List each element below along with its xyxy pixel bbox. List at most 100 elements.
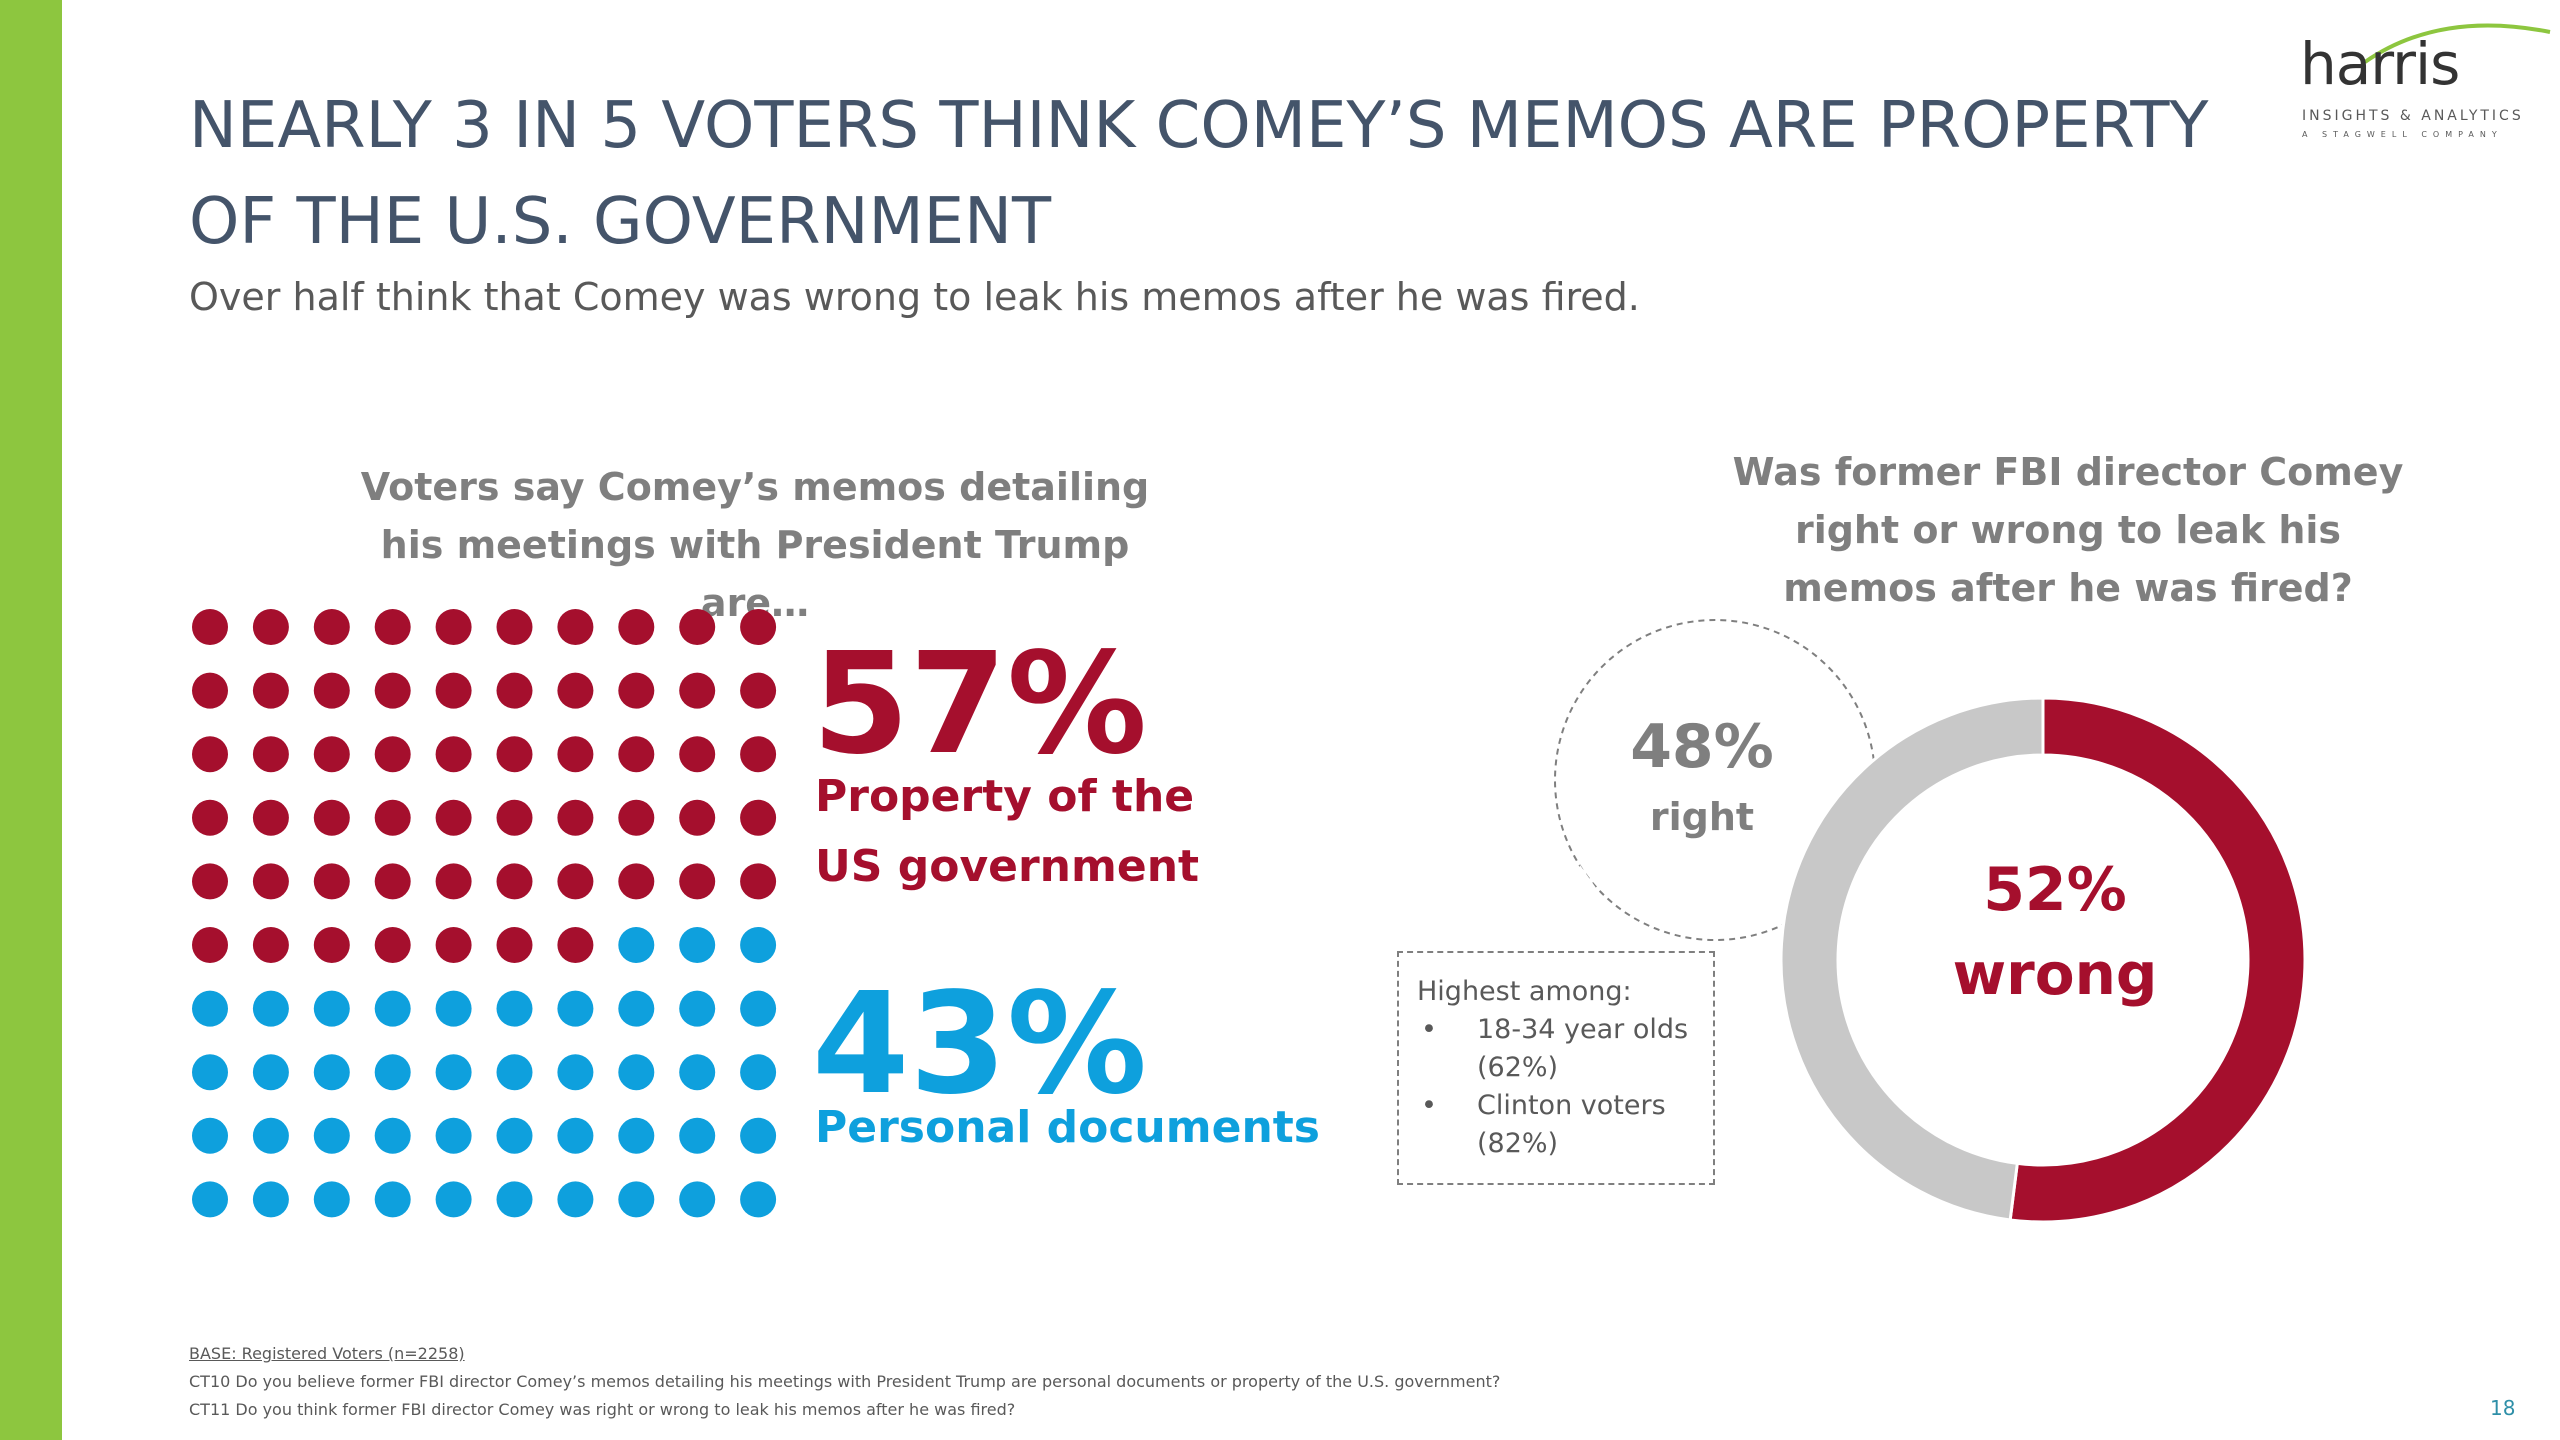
waffle-dot [435,799,472,836]
waffle-dot [252,1054,289,1091]
waffle-dot [496,672,533,709]
waffle-dot [740,927,777,963]
footnote-base: BASE: Registered Voters (n=2258) [189,1344,465,1363]
waffle-dot [435,672,472,709]
waffle-dot [374,863,411,900]
waffle-dot [192,990,228,1027]
waffle-dot [435,990,472,1027]
waffle-dot [435,927,472,963]
waffle-dot [496,927,533,963]
waffle-dot [618,1117,655,1154]
waffle-dot [618,799,655,836]
waffle-dot [557,736,594,773]
waffle-dot [313,1181,350,1218]
donut-title: Was former FBI director Comey right or w… [1732,450,2404,610]
waffle-dot [557,990,594,1027]
waffle-dot [435,609,472,645]
waffle-dot [740,990,777,1027]
waffle-dot [557,1054,594,1091]
waffle-dot [679,799,716,836]
waffle-dot [435,736,472,773]
waffle-dot [192,1054,228,1091]
slide-subtitle: Over half think that Comey was wrong to … [189,275,1640,319]
waffle-dot [192,799,228,836]
waffle-dot [435,863,472,900]
value-label: 52% [1983,855,2127,925]
category-label: right [1649,795,1755,839]
waffle-dot [374,990,411,1027]
waffle-dot [740,863,777,900]
waffle-dot [557,1181,594,1218]
waffle-dot [740,672,777,709]
logo [2363,23,2551,64]
waffle-dot [679,863,716,900]
waffle-dot [679,672,716,709]
waffle-dot [496,1117,533,1154]
waffle-dot [252,1117,289,1154]
callout-item: 18-34 year olds (62%) [1421,1011,1695,1087]
category-label: Personal documents [815,1102,1320,1153]
logo-swoosh [2363,23,2551,64]
waffle-dot [192,1117,228,1154]
waffle-title: Voters say Comey’s memos detailing his m… [360,465,1150,625]
footnote-question: CT10 Do you believe former FBI director … [189,1372,1501,1391]
category-label: wrong [1952,940,2158,1008]
waffle-dot [313,863,350,900]
waffle-dot [192,927,228,963]
value-label: 43% [812,963,1148,1126]
waffle-dot [557,609,594,645]
waffle-dot [435,1117,472,1154]
waffle-dot [496,1181,533,1218]
waffle-dot [252,736,289,773]
waffle-dot [496,799,533,836]
waffle-dot [192,863,228,900]
page-number: 18 [2490,1396,2516,1420]
waffle-dot [252,672,289,709]
waffle-dot [618,1181,655,1218]
slide-title: NEARLY 3 IN 5 VOTERS THINK COMEY’S MEMOS… [189,89,2209,259]
waffle-dot [557,927,594,963]
waffle-dot [740,1054,777,1091]
waffle-dot [557,672,594,709]
callout-list: 18-34 year olds (62%) Clinton voters (82… [1417,1011,1695,1163]
waffle-dot [192,1181,228,1218]
waffle-dot [252,990,289,1027]
waffle-dot [313,1117,350,1154]
logo-name: harris [2300,30,2460,98]
waffle-dot [496,1054,533,1091]
waffle-dot [618,672,655,709]
waffle-dot [496,990,533,1027]
waffle-dot [618,927,655,963]
waffle-dot [740,1181,777,1218]
callout-pointer [1562,865,1640,951]
waffle-dot [679,609,716,645]
waffle-dot [679,1181,716,1218]
waffle-dot [374,927,411,963]
waffle-dot [740,736,777,773]
waffle-dot [313,672,350,709]
footnote-question: CT11 Do you think former FBI director Co… [189,1400,1016,1419]
waffle-dot [313,736,350,773]
waffle-dot [374,609,411,645]
waffle-dot [313,1054,350,1091]
waffle-dot [313,799,350,836]
waffle-dot [679,990,716,1027]
accent-bar [0,0,62,1440]
value-label: 57% [812,623,1148,786]
category-label: Property of the US government [815,771,1200,892]
waffle-dot [496,736,533,773]
waffle-dot [374,1181,411,1218]
waffle-dot [618,863,655,900]
waffle-dot [192,609,228,645]
waffle-dot [557,1117,594,1154]
waffle-dot [313,990,350,1027]
waffle-dot [252,1181,289,1218]
waffle-dot [252,863,289,900]
waffle-dot [252,927,289,963]
waffle-dot [496,863,533,900]
waffle-dot [374,1117,411,1154]
waffle-dot [618,609,655,645]
waffle-dot [374,672,411,709]
